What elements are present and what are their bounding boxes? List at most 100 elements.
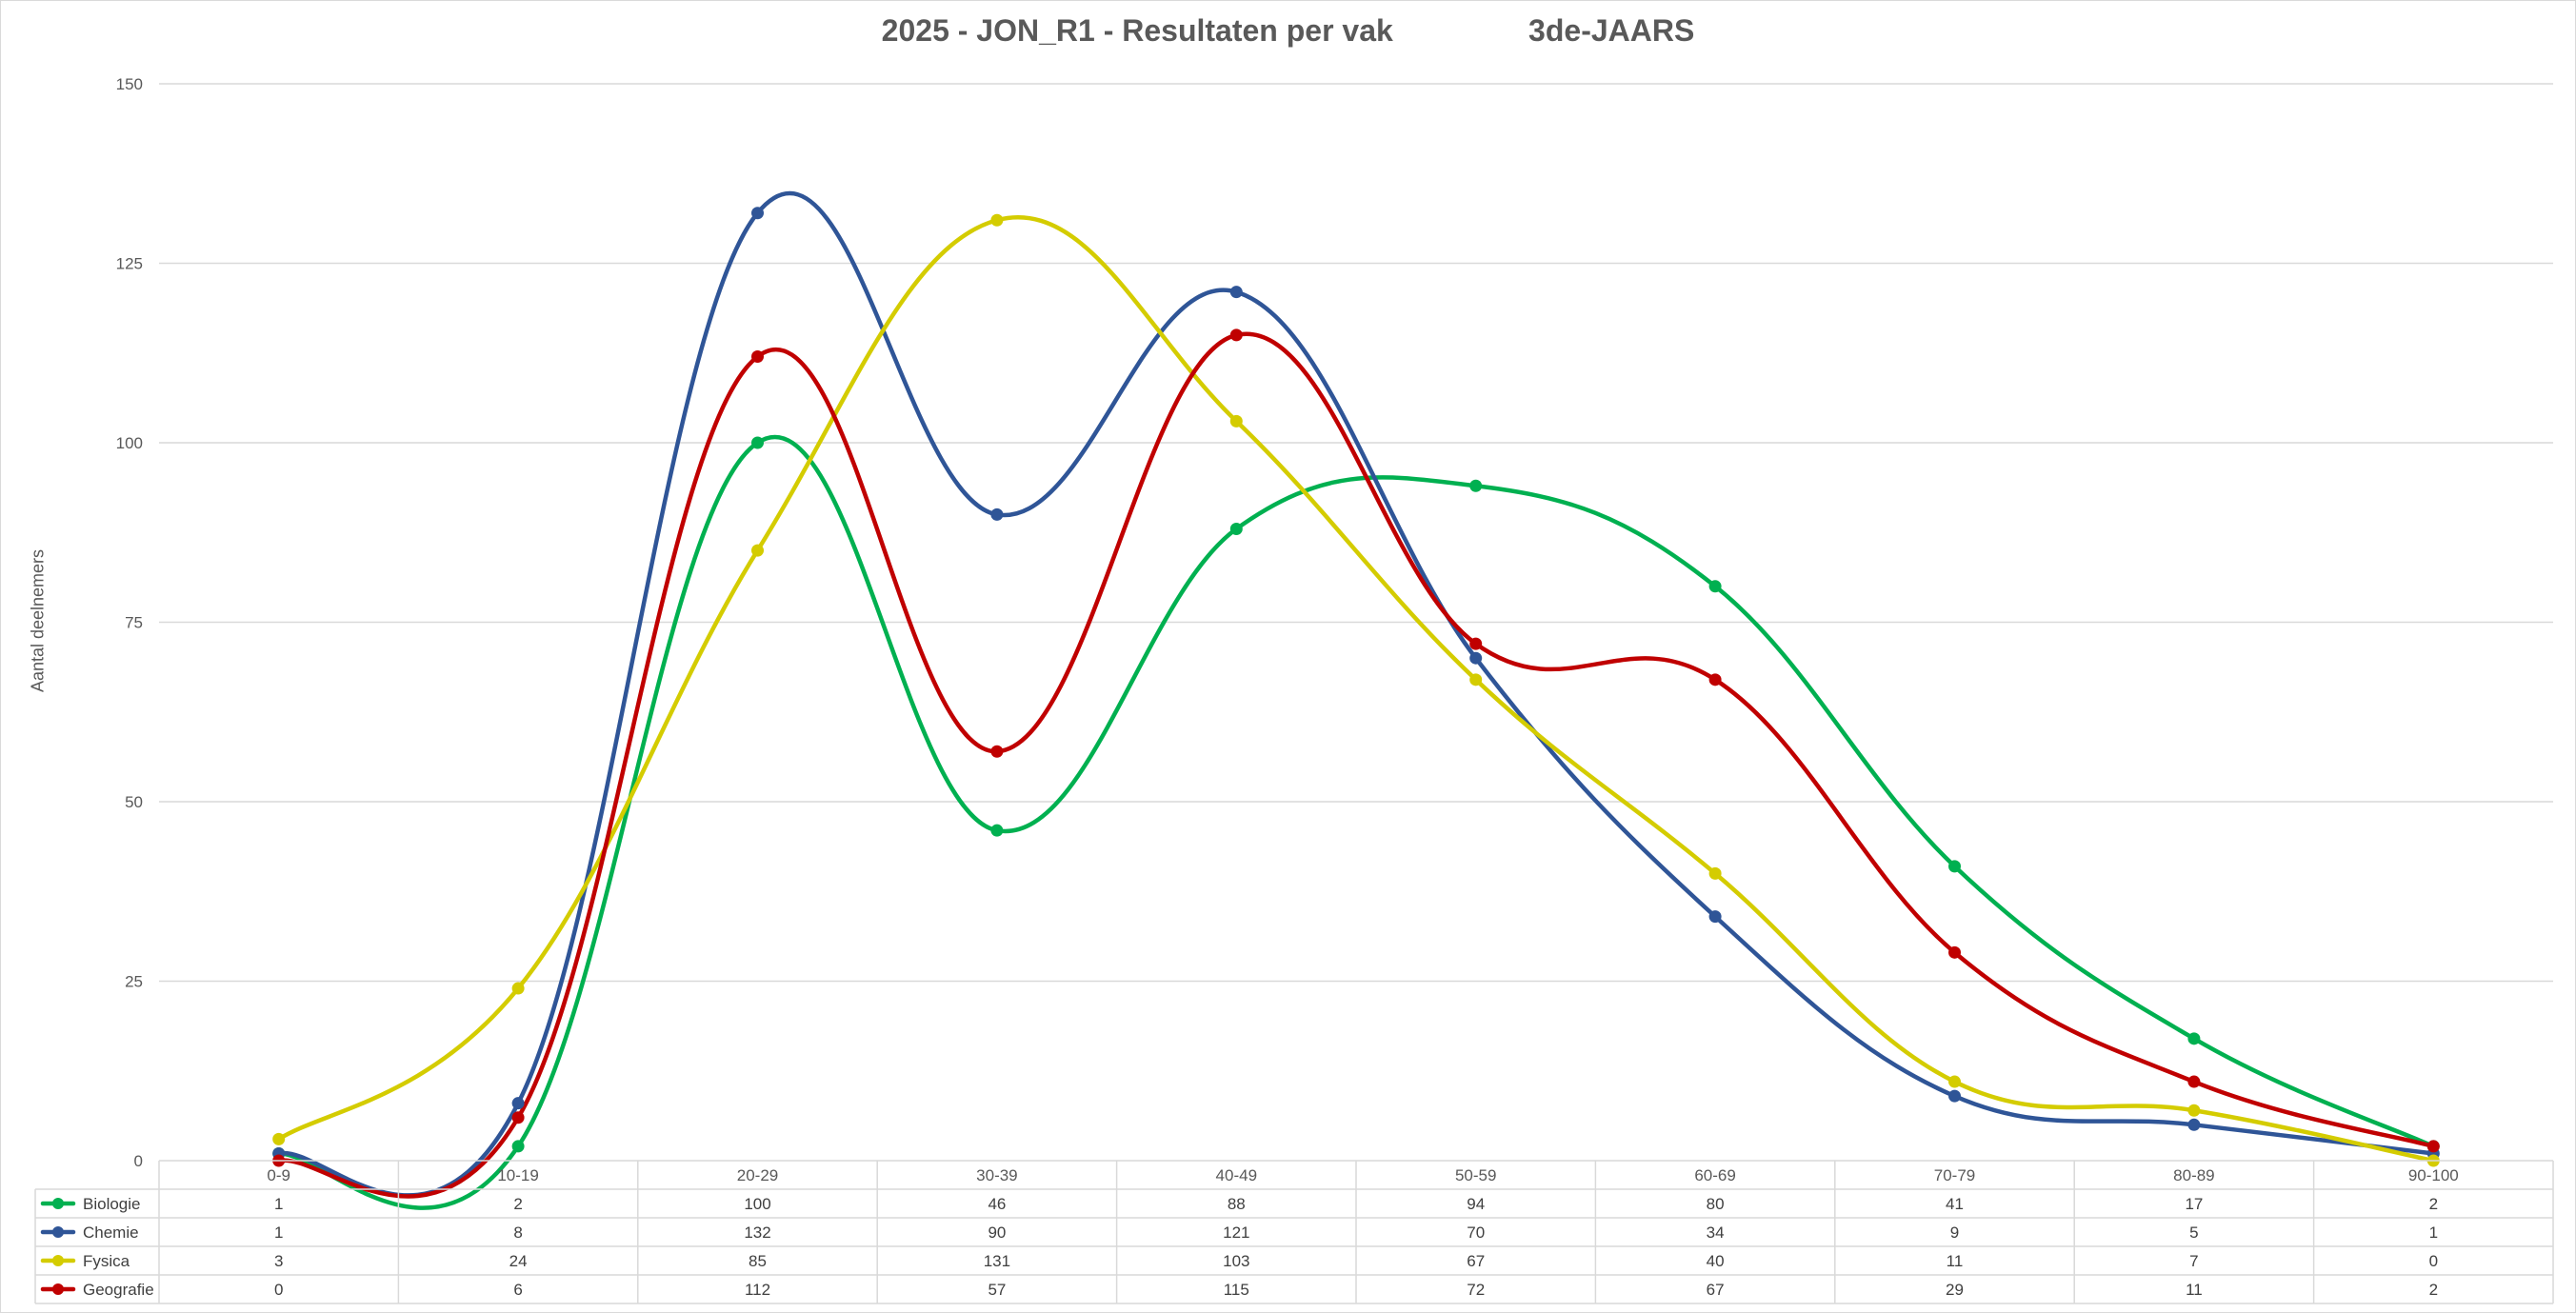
table-cell: 11: [1947, 1252, 1964, 1270]
table-cell: 2: [2429, 1195, 2438, 1213]
table-cell: 100: [744, 1195, 770, 1213]
table-cell: 46: [988, 1195, 1006, 1213]
legend-key-marker: [52, 1255, 64, 1266]
x-tick-label: 0-9: [267, 1166, 290, 1184]
data-point-chemie: [751, 207, 764, 220]
data-point-chemie: [511, 1097, 525, 1110]
table-cell: 3: [274, 1252, 283, 1270]
data-point-chemie: [990, 507, 1004, 521]
table-cell: 24: [509, 1252, 528, 1270]
table-cell: 1: [274, 1195, 283, 1213]
data-point-fysica: [272, 1132, 286, 1145]
data-point-fysica: [990, 213, 1004, 227]
gridlines: [159, 83, 2553, 983]
table-cell: 70: [1467, 1223, 1485, 1242]
data-point-fysica: [1708, 866, 1722, 880]
data-point-geografie: [990, 745, 1004, 758]
table-cell: 90: [988, 1223, 1006, 1242]
x-tick-label: 30-39: [976, 1166, 1017, 1184]
y-tick-labels: 0 25 50 75 100 125 150: [116, 75, 143, 1170]
table-cell: 11: [2186, 1281, 2203, 1299]
table-cell: 57: [988, 1281, 1006, 1299]
table-cell: 85: [749, 1252, 767, 1270]
table-cell: 67: [1707, 1281, 1725, 1299]
table-cell: 80: [1707, 1195, 1725, 1213]
table-cell: 67: [1467, 1252, 1485, 1270]
table-cell: 88: [1228, 1195, 1246, 1213]
y-tick-label: 50: [125, 793, 143, 811]
table-cell: 40: [1707, 1252, 1725, 1270]
x-tick-label: 20-29: [737, 1166, 778, 1184]
table-cell: 5: [2189, 1223, 2198, 1242]
data-point-chemie: [2187, 1118, 2201, 1131]
data-point-biologie: [1708, 580, 1722, 593]
series-line-biologie: [276, 434, 2436, 1210]
table-cell: 29: [1946, 1281, 1964, 1299]
legend-entry: Fysica: [83, 1252, 130, 1270]
table-cell: 121: [1223, 1223, 1249, 1242]
table-cell: 112: [745, 1281, 770, 1299]
x-tick-label: 90-100: [2408, 1166, 2459, 1184]
series-lines: [276, 190, 2436, 1210]
data-point-geografie: [1708, 673, 1722, 686]
series-line-chemie: [276, 190, 2436, 1198]
table-cell: 103: [1223, 1252, 1249, 1270]
data-point-fysica: [1469, 673, 1483, 686]
legend-key-marker: [52, 1226, 64, 1238]
series-line-geografie: [276, 331, 2436, 1199]
data-point-chemie: [1708, 910, 1722, 924]
y-tick-label: 125: [116, 255, 143, 273]
data-point-fysica: [511, 982, 525, 995]
x-tick-label: 60-69: [1694, 1166, 1735, 1184]
y-tick-label: 0: [134, 1152, 143, 1170]
data-point-geografie: [511, 1111, 525, 1124]
data-point-geografie: [1469, 637, 1483, 650]
table-cell: 0: [2429, 1252, 2438, 1270]
table-cell: 34: [1707, 1223, 1725, 1242]
table-cell: 94: [1467, 1195, 1485, 1213]
legend-entry: Biologie: [83, 1195, 141, 1213]
table-cell: 41: [1946, 1195, 1964, 1213]
y-tick-label: 75: [125, 614, 143, 632]
y-tick-label: 100: [116, 434, 143, 452]
data-point-geografie: [2187, 1075, 2201, 1088]
data-point-fysica: [1948, 1075, 1961, 1088]
table-cell: 2: [513, 1195, 522, 1213]
data-table: 0-9 10-19 20-29 30-39 40-49 50-59 60-69 70-79 80…: [34, 1160, 2554, 1304]
x-tick-label: 10-19: [497, 1166, 538, 1184]
y-tick-label: 25: [125, 973, 143, 991]
data-point-chemie: [1469, 651, 1483, 665]
legend-entry: Chemie: [83, 1223, 139, 1242]
table-cell: 6: [513, 1281, 522, 1299]
table-cell: 1: [2429, 1223, 2438, 1242]
legend-entry: Geografie: [83, 1281, 154, 1299]
data-point-biologie: [1469, 479, 1483, 492]
table-cell: 131: [984, 1252, 1010, 1270]
x-tick-label: 70-79: [1934, 1166, 1975, 1184]
series-points: [272, 207, 2440, 1167]
table-cell: 9: [1950, 1223, 1959, 1242]
data-point-biologie: [1229, 522, 1243, 535]
table-cell: 2: [2429, 1281, 2438, 1299]
data-point-chemie: [1948, 1089, 1961, 1103]
data-point-chemie: [1229, 286, 1243, 299]
data-point-biologie: [990, 824, 1004, 837]
table-cell: 115: [1224, 1281, 1249, 1299]
table-cell: 132: [744, 1223, 770, 1242]
data-point-fysica: [1229, 414, 1243, 428]
data-point-geografie: [1229, 328, 1243, 342]
x-tick-label: 80-89: [2173, 1166, 2214, 1184]
series-line-fysica: [276, 215, 2436, 1164]
data-point-fysica: [2187, 1104, 2201, 1117]
chart-title: 2025 - JON_R1 - Resultaten per vak 3de-J…: [881, 13, 1695, 48]
data-point-biologie: [751, 436, 764, 449]
data-point-geografie: [751, 350, 764, 364]
data-point-biologie: [2187, 1032, 2201, 1045]
data-point-geografie: [2426, 1140, 2440, 1153]
table-cell: 8: [513, 1223, 522, 1242]
table-cell: 7: [2189, 1252, 2198, 1270]
table-cell: 17: [2185, 1195, 2203, 1213]
data-point-biologie: [511, 1140, 525, 1153]
